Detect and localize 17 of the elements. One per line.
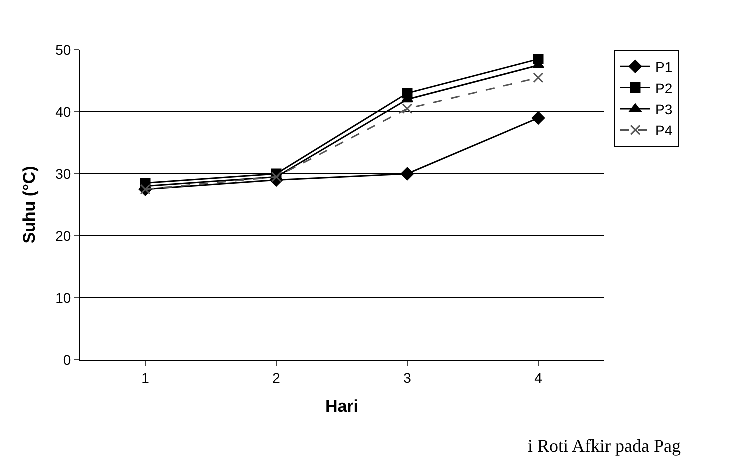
y-tick-label: 20 (56, 228, 72, 244)
y-tick-label: 10 (56, 290, 72, 306)
legend-label: P4 (655, 122, 673, 139)
legend-label: P1 (655, 59, 673, 76)
y-tick-label: 40 (56, 104, 72, 120)
text: i Roti Afkir pada Pag (528, 436, 681, 456)
x-tick-label: 4 (534, 370, 543, 386)
y-axis-title: Suhu (°C) (20, 166, 40, 244)
x-axis-title: Hari (325, 397, 359, 416)
legend-label: P2 (655, 80, 673, 96)
x-tick-label: 1 (142, 370, 150, 386)
legend-label: P3 (655, 101, 673, 118)
y-tick-label: 50 (56, 42, 72, 58)
x-tick-label: 3 (404, 370, 412, 386)
y-tick-label: 0 (63, 352, 72, 368)
x-tick-label: 2 (272, 370, 281, 386)
y-tick-label: 30 (56, 166, 72, 182)
